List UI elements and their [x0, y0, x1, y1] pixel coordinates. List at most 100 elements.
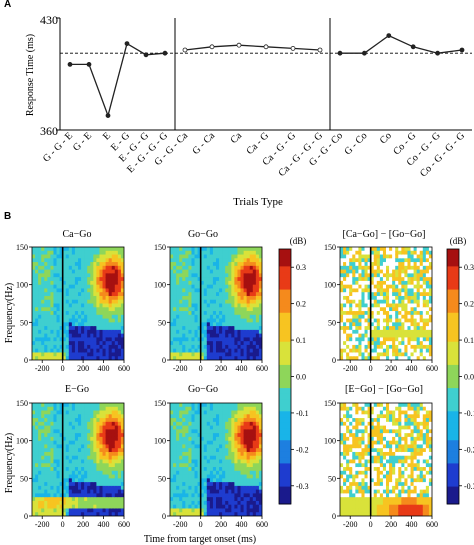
heatmap-r6-cell	[370, 436, 375, 442]
heatmap-r3-cell	[389, 356, 393, 360]
heatmap-r2-cell	[222, 329, 226, 335]
heatmap-r1-cell	[81, 292, 85, 297]
heatmap-r5-cell	[228, 414, 232, 419]
heatmap-r1-cell	[111, 280, 116, 286]
heatmap-r5-cell	[231, 410, 235, 415]
heatmap-r2-cell	[234, 265, 239, 271]
heatmap-r3-cell	[428, 295, 432, 301]
heatmap-r3-cell	[352, 329, 356, 335]
heatmap-r4-cell	[114, 489, 119, 494]
heatmap-r4-xtick-2: 200	[77, 520, 89, 529]
heatmap-r5-cell	[197, 403, 202, 408]
heatmap-r3-cell	[358, 280, 363, 286]
heatmap-r2-cell	[209, 356, 214, 360]
heatmap-r4-cell	[93, 504, 97, 510]
heatmap-r2-cell	[246, 254, 251, 259]
heatmap-r2-cell	[231, 333, 235, 338]
heatmap-r2-cell	[240, 303, 245, 308]
heatmap-r1-cell	[74, 333, 79, 338]
heatmap-r5-cell	[194, 436, 199, 442]
heatmap-r4-cell	[78, 489, 82, 494]
heatmap-r4-cell	[90, 485, 94, 491]
heatmap-r5-cell	[252, 448, 257, 453]
heatmap-r3-cell	[392, 280, 396, 286]
heatmap-r2-cell	[255, 307, 260, 312]
heatmap-r4-cell	[117, 512, 122, 516]
heatmap-r3-cell	[392, 326, 396, 331]
heatmap-r4-cell	[111, 436, 116, 442]
heatmap-r2-cell	[176, 303, 180, 308]
heatmap-r5-cell	[252, 504, 257, 510]
heatmap-r5-cell	[246, 444, 251, 449]
heatmap-r3-cell	[419, 307, 424, 312]
heatmap-r1-cell	[99, 247, 104, 252]
heatmap-r1-cell	[87, 352, 91, 357]
heatmap-r2-cell	[252, 273, 257, 278]
heatmap-r2-cell	[176, 262, 180, 267]
heatmap-r3-cell	[370, 280, 375, 286]
heatmap-r6-cell	[364, 470, 369, 476]
heatmap-r3-cell	[346, 277, 350, 282]
heatmap-r3-cell	[376, 269, 381, 274]
heatmap-r6-cell	[343, 482, 347, 487]
heatmap-r5-cell	[170, 444, 174, 449]
heatmap-r3-cell	[370, 341, 375, 346]
heatmap-r2-cell	[240, 280, 245, 286]
heatmap-r6-cell	[346, 463, 350, 468]
heatmap-r3-cell	[367, 311, 372, 316]
heatmap-r4-cell	[65, 497, 70, 502]
heatmap-r5-cell	[246, 451, 251, 457]
heatmap-r1-cell	[32, 341, 36, 346]
heatmap-r4-cell	[59, 414, 64, 419]
heatmap-r4-cell	[35, 497, 39, 502]
heatmap-r3-cell	[382, 292, 387, 297]
heatmap-r5-cell	[249, 474, 254, 479]
heatmap-r5-cell	[185, 421, 189, 427]
panel-a-group-1-point-2	[236, 42, 242, 48]
heatmap-r4-cell	[120, 500, 124, 506]
heatmap-r2-cell	[209, 273, 214, 278]
heatmap-r1-cell	[50, 280, 55, 286]
heatmap-r1-cell	[90, 269, 94, 274]
heatmap-r5-cell	[197, 467, 202, 472]
heatmap-r5-cell	[216, 478, 220, 483]
heatmap-r4-cell	[102, 467, 107, 472]
heatmap-r3-cell	[419, 344, 424, 350]
heatmap-r2-cell	[234, 258, 239, 263]
heatmap-r4-cell	[117, 470, 122, 476]
heatmap-r5-cell	[197, 455, 202, 461]
heatmap-r6-cell	[343, 425, 347, 430]
heatmap-r3-cell	[358, 311, 363, 316]
heatmap-r2-cell	[240, 277, 245, 282]
heatmap-r3-cell	[398, 307, 402, 312]
heatmap-r6-cell	[358, 512, 363, 516]
heatmap-r2-ytick-1: 100	[154, 281, 166, 290]
heatmap-r3-cell	[404, 311, 409, 316]
heatmap-r1-cell	[62, 277, 67, 282]
heatmap-r3-cell	[410, 288, 415, 293]
heatmap-r4-cell	[50, 489, 55, 494]
heatmap-r2-cell	[188, 269, 193, 274]
heatmap-r2-cell	[216, 258, 220, 263]
heatmap-r5-cell	[255, 403, 260, 408]
heatmap-r3-cell	[355, 326, 359, 331]
heatmap-r5-cell	[249, 421, 254, 427]
heatmap-r1-cell	[68, 337, 73, 342]
heatmap-r5-cell	[182, 414, 186, 419]
heatmap-r1-cell	[32, 288, 36, 293]
heatmap-r3-cell	[407, 299, 412, 305]
heatmap-r4-cell	[96, 463, 101, 468]
heatmap-r3-cell	[401, 341, 405, 346]
heatmap-r3-cell	[416, 337, 421, 342]
heatmap-r3-cell	[367, 303, 372, 308]
heatmap-r5-cell	[252, 470, 257, 476]
heatmap-r5-cell	[225, 444, 229, 449]
heatmap-r1-cell	[53, 337, 58, 342]
heatmap-r4-cell	[32, 418, 36, 423]
heatmap-r3-cell	[382, 273, 387, 278]
heatmap-r3-cell	[373, 333, 378, 338]
heatmap-r4-cell	[47, 410, 51, 415]
heatmap-r3-cell	[352, 333, 356, 338]
heatmap-r1-cell	[117, 348, 122, 354]
heatmap-r4-cell	[87, 429, 91, 434]
